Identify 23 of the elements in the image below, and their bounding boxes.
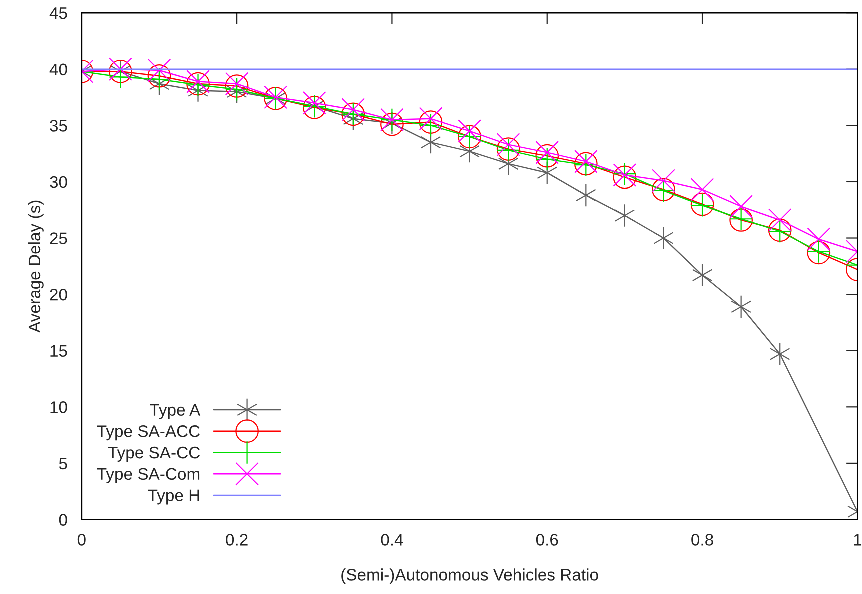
y-tick-label: 40 — [50, 64, 68, 76]
x-tick-label: 0 — [78, 534, 86, 546]
legend-label: Type SA-ACC — [97, 426, 200, 441]
x-tick-label: 0.4 — [381, 534, 404, 546]
x-tick-label: 1 — [854, 534, 862, 546]
y-tick-label: 20 — [50, 288, 68, 301]
legend-label: Type H — [148, 490, 200, 505]
y-tick-label: 30 — [50, 176, 68, 188]
legend-label: Type SA-Com — [97, 468, 200, 484]
x-tick-label: 0.6 — [536, 534, 558, 546]
y-tick-label: 25 — [50, 232, 68, 244]
y-tick-label: 45 — [50, 8, 68, 20]
y-tick-label: 15 — [50, 345, 68, 358]
legend-label: Type A — [150, 404, 201, 420]
y-tick-label: 5 — [59, 458, 68, 470]
legend-label: Type SA-CC — [108, 446, 200, 462]
x-tick-label: 0.2 — [226, 534, 248, 546]
x-tick-label: 0.8 — [692, 534, 714, 546]
y-tick-label: 0 — [59, 514, 68, 526]
y-axis-title: Average Delay (s) — [28, 200, 44, 333]
y-tick-label: 35 — [50, 120, 68, 132]
y-tick-label: 10 — [50, 402, 68, 414]
x-axis-title: (Semi-)Autonomous Vehicles Ratio — [342, 568, 598, 584]
